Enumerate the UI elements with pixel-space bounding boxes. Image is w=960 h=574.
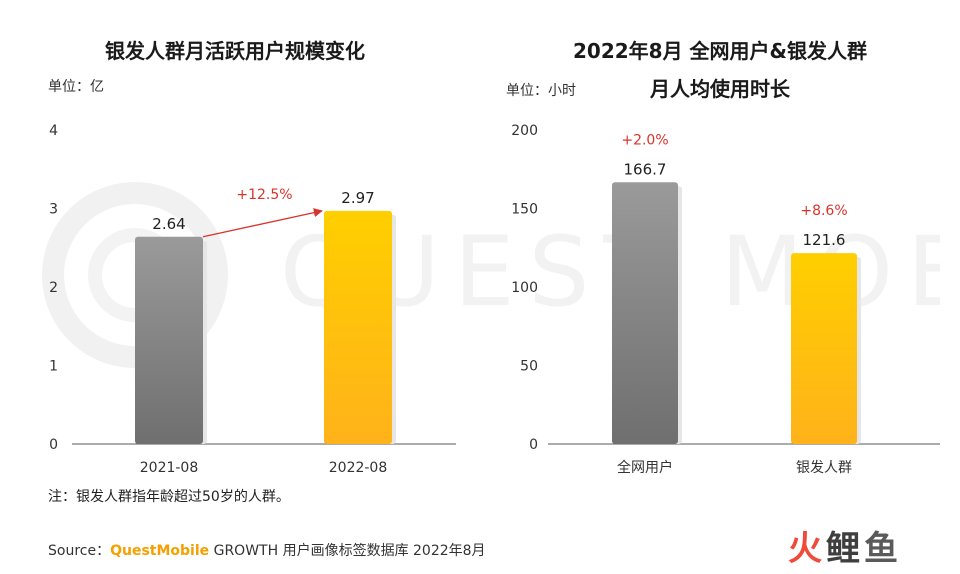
source-rest: GROWTH 用户画像标签数据库 2022年8月 xyxy=(209,543,486,559)
bar-value-label: 166.7 xyxy=(624,160,667,178)
y-tick-label: 50 xyxy=(520,359,538,375)
logo-char-2: 鲤 xyxy=(826,529,864,569)
bar-银发人群 xyxy=(791,253,857,444)
left-chart-title: 银发人群月活跃用户规模变化 xyxy=(105,39,365,63)
bar-value-label: 121.6 xyxy=(803,231,846,249)
growth-label: +8.6% xyxy=(800,203,847,219)
y-tick-label: 3 xyxy=(49,202,58,218)
source-line: Source：QuestMobile GROWTH 用户画像标签数据库 2022… xyxy=(48,540,486,560)
bar-2022-08 xyxy=(324,210,392,444)
bar-value-label: 2.97 xyxy=(341,189,374,207)
y-tick-label: 100 xyxy=(511,280,538,296)
y-tick-label: 0 xyxy=(529,437,538,453)
growth-arrow xyxy=(202,208,323,238)
y-tick-label: 0 xyxy=(49,437,58,453)
footnote: 注：银发人群指年龄超过50岁的人群。 xyxy=(48,489,290,505)
left-chart: 0 1 2 3 4 2.64 2021-08 2.97 2022-08 +12.5% xyxy=(49,123,456,476)
right-chart: 0 50 100 150 200 166.7 全网用户 +2.0% 121.6 银发人群 +8.6% xyxy=(511,123,940,476)
left-unit-label: 单位：亿 xyxy=(48,79,104,95)
bar-value-label: 2.64 xyxy=(152,215,185,233)
logo-char-3: 鱼 xyxy=(864,529,902,569)
bar-全网用户 xyxy=(612,182,678,444)
logo-char-1: 火 xyxy=(788,529,826,569)
growth-label: +2.0% xyxy=(621,132,668,148)
x-tick-label: 全网用户 xyxy=(617,459,673,476)
right-chart-title-line2: 月人均使用时长 xyxy=(650,77,790,101)
source-prefix: Source： xyxy=(48,543,111,559)
x-tick-label: 2021-08 xyxy=(140,460,199,476)
x-tick-label: 银发人群 xyxy=(796,460,852,476)
bar-2021-08 xyxy=(135,236,203,444)
y-tick-label: 4 xyxy=(49,123,58,139)
y-tick-label: 200 xyxy=(511,123,538,139)
y-tick-label: 2 xyxy=(49,280,58,296)
x-tick-label: 2022-08 xyxy=(329,460,388,476)
y-tick-label: 150 xyxy=(511,202,538,218)
growth-arrow-label: +12.5% xyxy=(236,187,292,203)
brand-logo: 火鲤鱼 xyxy=(788,528,948,570)
y-tick-label: 1 xyxy=(49,359,58,375)
right-chart-title-line1: 2022年8月 全网用户&银发人群 xyxy=(573,39,867,63)
source-brand: QuestMobile xyxy=(110,543,210,559)
right-unit-label: 单位：小时 xyxy=(506,83,576,99)
